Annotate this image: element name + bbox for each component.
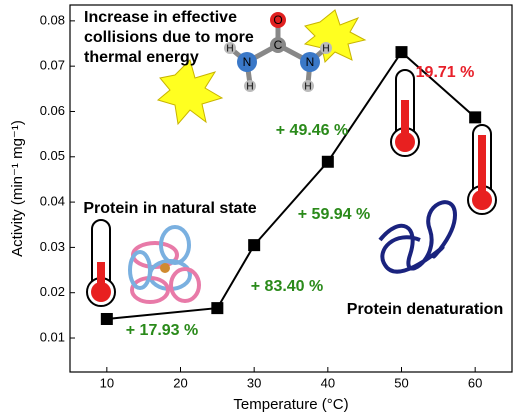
annotation: Increase in effective — [84, 9, 237, 26]
burst — [156, 59, 224, 126]
atom-label: H — [322, 44, 329, 55]
data-marker — [395, 46, 408, 59]
thermometer — [86, 219, 116, 307]
annotation: 19.71 % — [416, 64, 475, 81]
atom — [300, 52, 320, 72]
illustrations — [86, 9, 497, 307]
atom — [270, 12, 286, 28]
plot-frame — [69, 4, 513, 373]
annotation: + 83.40 % — [251, 278, 324, 295]
data-marker — [469, 111, 482, 124]
atom — [302, 80, 314, 92]
x-axis-label: Temperature (°C) — [233, 396, 348, 413]
atom-label: H — [246, 82, 253, 93]
denatured-protein — [378, 200, 458, 274]
atom — [270, 37, 286, 53]
annotation: + 17.93 % — [126, 322, 199, 339]
annotation: thermal energy — [84, 49, 199, 66]
x-tick-label: 20 — [173, 375, 187, 390]
data-marker — [248, 239, 261, 252]
x-tick-label: 10 — [100, 375, 114, 390]
annotation: + 49.46 % — [276, 122, 349, 139]
y-tick-label: 0.06 — [40, 103, 65, 118]
atom-label: N — [243, 55, 252, 69]
data-marker — [211, 302, 224, 315]
thermometer — [390, 69, 420, 157]
y-tick-label: 0.05 — [40, 148, 65, 163]
y-tick-label: 0.07 — [40, 58, 65, 73]
atom-label: H — [226, 44, 233, 55]
annotation: + 59.94 % — [298, 206, 371, 223]
thermometer — [467, 124, 497, 215]
burst — [303, 9, 367, 64]
annotation: Protein denaturation — [347, 301, 503, 318]
y-axis-label: Activity (min⁻¹ mg⁻¹) — [9, 120, 26, 257]
annotation: Protein in natural state — [83, 200, 256, 217]
data-marker — [321, 155, 334, 168]
y-tick-label: 0.08 — [40, 12, 65, 27]
data-line — [106, 50, 476, 320]
atom — [224, 42, 236, 54]
folded-protein — [128, 225, 201, 304]
data-marker — [100, 312, 113, 325]
y-tick-label: 0.03 — [40, 239, 65, 254]
y-tick-label: 0.02 — [40, 284, 65, 299]
x-tick-label: 60 — [468, 375, 482, 390]
x-tick-label: 30 — [247, 375, 261, 390]
atom-label: H — [304, 82, 311, 93]
atom — [244, 80, 256, 92]
y-tick-label: 0.01 — [40, 329, 65, 344]
y-tick-label: 0.04 — [40, 194, 65, 209]
x-tick-label: 50 — [394, 375, 408, 390]
annotation: collisions due to more — [84, 29, 254, 46]
x-tick-label: 40 — [321, 375, 335, 390]
atom-label: C — [274, 38, 283, 52]
atom-label: N — [306, 55, 315, 69]
atom — [237, 52, 257, 72]
atom — [320, 42, 332, 54]
atom-label: O — [273, 13, 282, 27]
